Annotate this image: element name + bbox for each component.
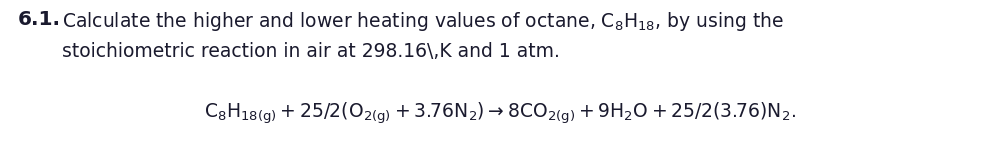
Text: $\mathrm{C_8H_{18(g)}} + 25/2(\mathrm{O_{2(g)}} + 3.76\mathrm{N_2}) \rightarrow : $\mathrm{C_8H_{18(g)}} + 25/2(\mathrm{O_… (204, 100, 796, 125)
Text: stoichiometric reaction in air at 298.16\,K and 1 atm.: stoichiometric reaction in air at 298.16… (62, 42, 560, 61)
Text: 6.1.: 6.1. (18, 10, 61, 29)
Text: Calculate the higher and lower heating values of octane, $\mathrm{C_8H_{18}}$, b: Calculate the higher and lower heating v… (62, 10, 784, 33)
